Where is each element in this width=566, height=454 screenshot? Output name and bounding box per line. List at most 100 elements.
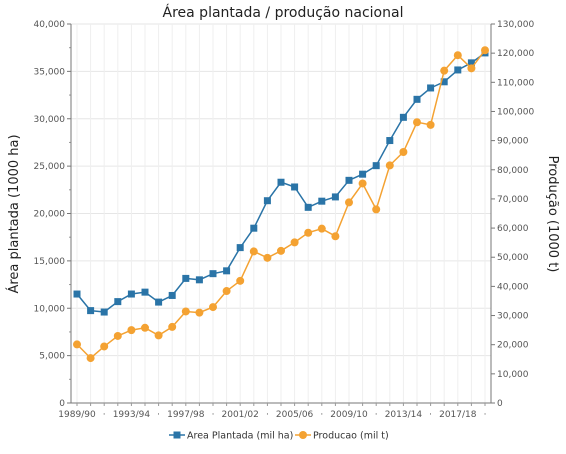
data-point — [413, 118, 421, 127]
x-tick-separator: · — [375, 410, 378, 420]
data-point — [399, 147, 408, 156]
data-point — [195, 276, 203, 284]
data-point — [331, 193, 339, 201]
data-point — [385, 161, 394, 170]
data-point — [453, 51, 462, 60]
right-tick-label: 60,000 — [497, 224, 529, 234]
data-point — [127, 326, 136, 335]
axes: 0 5,000 10,000 15,000 20,000 25,000 30,000 35,0… — [34, 20, 535, 420]
data-point — [100, 342, 109, 351]
data-point — [304, 203, 312, 211]
left-tick-label: 20,000 — [34, 210, 66, 220]
data-point — [222, 287, 231, 296]
data-point — [181, 307, 190, 316]
data-point — [155, 298, 163, 306]
legend-marker — [299, 431, 307, 439]
legend-marker — [173, 431, 181, 439]
left-tick-label: 40,000 — [34, 20, 66, 30]
data-point — [141, 323, 149, 332]
data-point — [467, 59, 475, 67]
data-point — [304, 228, 313, 237]
data-point — [426, 120, 435, 129]
right-tick-label: 0 — [497, 399, 503, 409]
data-point — [277, 178, 285, 186]
data-point — [399, 113, 407, 121]
data-point — [290, 238, 299, 247]
series-2 — [73, 46, 489, 363]
data-point — [331, 232, 340, 241]
x-tick-label: 2001/02 — [222, 410, 259, 420]
x-tick-label: 1993/94 — [113, 410, 151, 420]
left-axis-title: Área plantada (1000 ha) — [6, 134, 22, 293]
data-point — [209, 270, 217, 278]
data-point — [249, 247, 258, 256]
data-point — [168, 291, 176, 299]
x-tick-label: 2005/06 — [276, 410, 314, 420]
data-point — [291, 183, 299, 191]
data-point — [263, 253, 272, 262]
data-point — [236, 276, 245, 285]
data-point — [358, 179, 367, 188]
left-tick-label: 10,000 — [34, 304, 66, 314]
legend-label: Area Plantada (mil ha) — [187, 431, 293, 442]
data-point — [427, 84, 435, 92]
data-point — [250, 224, 258, 232]
data-point — [317, 224, 326, 233]
right-tick-label: 90,000 — [497, 137, 529, 147]
data-point — [127, 290, 135, 298]
left-tick-label: 30,000 — [34, 115, 66, 125]
right-tick-label: 130,000 — [497, 20, 534, 30]
legend: Area Plantada (mil ha) Producao (mil t) — [169, 431, 389, 442]
data-point — [195, 308, 204, 317]
x-tick-label: 2009/10 — [330, 410, 368, 420]
x-tick-separator: · — [212, 410, 215, 420]
data-point — [345, 176, 353, 184]
grid — [71, 23, 491, 404]
data-point — [263, 197, 271, 205]
data-point — [113, 331, 122, 340]
series — [73, 46, 489, 363]
data-point — [440, 66, 449, 75]
data-point — [413, 95, 421, 103]
right-tick-label: 120,000 — [497, 49, 534, 59]
x-tick-separator: · — [484, 410, 487, 420]
data-point — [372, 205, 381, 214]
data-point — [182, 274, 190, 282]
labels: Área plantada / produção nacional Área p… — [6, 4, 560, 294]
x-tick-separator: · — [103, 410, 106, 420]
data-point — [73, 340, 81, 349]
x-tick-label: 2017/18 — [439, 410, 477, 420]
chart-title: Área plantada / produção nacional — [163, 4, 404, 21]
right-tick-label: 40,000 — [497, 282, 529, 292]
right-tick-label: 80,000 — [497, 166, 529, 176]
data-point — [386, 137, 394, 145]
x-tick-separator: · — [320, 410, 323, 420]
right-tick-label: 10,000 — [497, 370, 529, 380]
x-tick-label: 2013/14 — [385, 410, 423, 420]
x-tick-separator: · — [157, 410, 160, 420]
data-point — [223, 267, 231, 275]
x-tick-separator: · — [429, 410, 432, 420]
x-tick-label: 1997/98 — [167, 410, 205, 420]
data-point — [359, 170, 367, 178]
series-1 — [73, 49, 489, 316]
left-tick-label: 35,000 — [34, 67, 66, 77]
data-point — [345, 198, 353, 207]
legend-item-2[interactable]: Producao (mil t) — [295, 431, 389, 442]
data-point — [372, 162, 380, 170]
data-point — [277, 246, 285, 255]
legend-item-1[interactable]: Area Plantada (mil ha) — [169, 431, 293, 442]
data-point — [467, 64, 476, 73]
data-point — [209, 303, 217, 312]
data-point — [73, 290, 81, 298]
data-point — [168, 322, 177, 331]
left-tick-label: 0 — [59, 399, 65, 409]
data-point — [236, 244, 244, 252]
right-tick-label: 110,000 — [497, 78, 534, 88]
left-tick-label: 25,000 — [34, 162, 66, 172]
data-point — [318, 197, 326, 205]
right-tick-label: 20,000 — [497, 341, 529, 351]
right-tick-label: 100,000 — [497, 107, 534, 117]
